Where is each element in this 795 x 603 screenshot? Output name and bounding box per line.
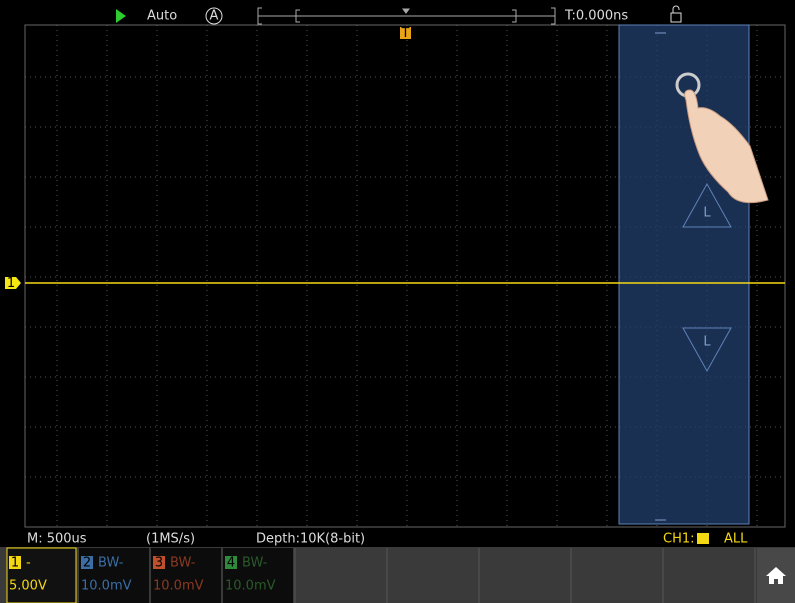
run-icon[interactable] xyxy=(116,9,126,23)
channel-number: 2 xyxy=(83,556,91,571)
channel-scale: 5.00V xyxy=(9,579,47,594)
sample-rate: (1MS/s) xyxy=(146,532,195,547)
channel-marker-label: 1 xyxy=(7,276,15,291)
touch-hand-icon xyxy=(675,72,769,204)
trigger-mode[interactable]: Auto xyxy=(147,9,177,24)
timebase[interactable]: M: 500us xyxy=(27,532,87,547)
trigger-source[interactable]: CH1: xyxy=(663,532,695,547)
cursor-up-arrow[interactable] xyxy=(682,182,732,228)
trigger-time[interactable]: T:0.000ns xyxy=(564,9,628,24)
channel-setting: BW- xyxy=(170,556,196,571)
auto-icon-ring xyxy=(205,7,223,25)
channel-setting: BW- xyxy=(242,556,268,571)
home-icon xyxy=(766,567,786,584)
cursor-down-arrow[interactable] xyxy=(682,327,732,373)
memory-depth[interactable]: Depth:10K(8-bit) xyxy=(256,532,365,547)
trigger-edge-icon xyxy=(697,533,709,544)
channel-scale: 10.0mV xyxy=(153,579,204,594)
channel-setting: - xyxy=(26,556,31,571)
trigger-marker[interactable] xyxy=(400,27,411,39)
lock-icon[interactable] xyxy=(670,5,682,23)
auto-icon: A xyxy=(210,9,219,24)
channel-badge xyxy=(81,556,93,569)
cursor-region[interactable] xyxy=(618,24,750,525)
trigger-marker-label: T xyxy=(401,26,410,41)
channel-setting: BW- xyxy=(98,556,124,571)
graticule xyxy=(25,25,785,527)
cursor-label: L xyxy=(703,335,711,350)
channel-number: 3 xyxy=(155,556,163,571)
channel-number: 4 xyxy=(227,556,235,571)
channel-badge xyxy=(153,556,165,569)
channel-badge xyxy=(9,556,21,569)
memory-bar xyxy=(257,7,556,25)
trigger-scope: ALL xyxy=(724,532,748,547)
graticule-border xyxy=(24,24,786,528)
channel-scale: 10.0mV xyxy=(225,579,276,594)
channel-number: 1 xyxy=(11,556,19,571)
channel-badge xyxy=(225,556,237,569)
cursor-label: L xyxy=(703,206,711,221)
channel-marker[interactable] xyxy=(5,277,21,289)
channel-scale: 10.0mV xyxy=(81,579,132,594)
menu-buttons: 1 - 5.00V 2 BW- 10.0mV 3 BW- 10.0mV 4 BW- 10.0mV xyxy=(6,547,756,603)
